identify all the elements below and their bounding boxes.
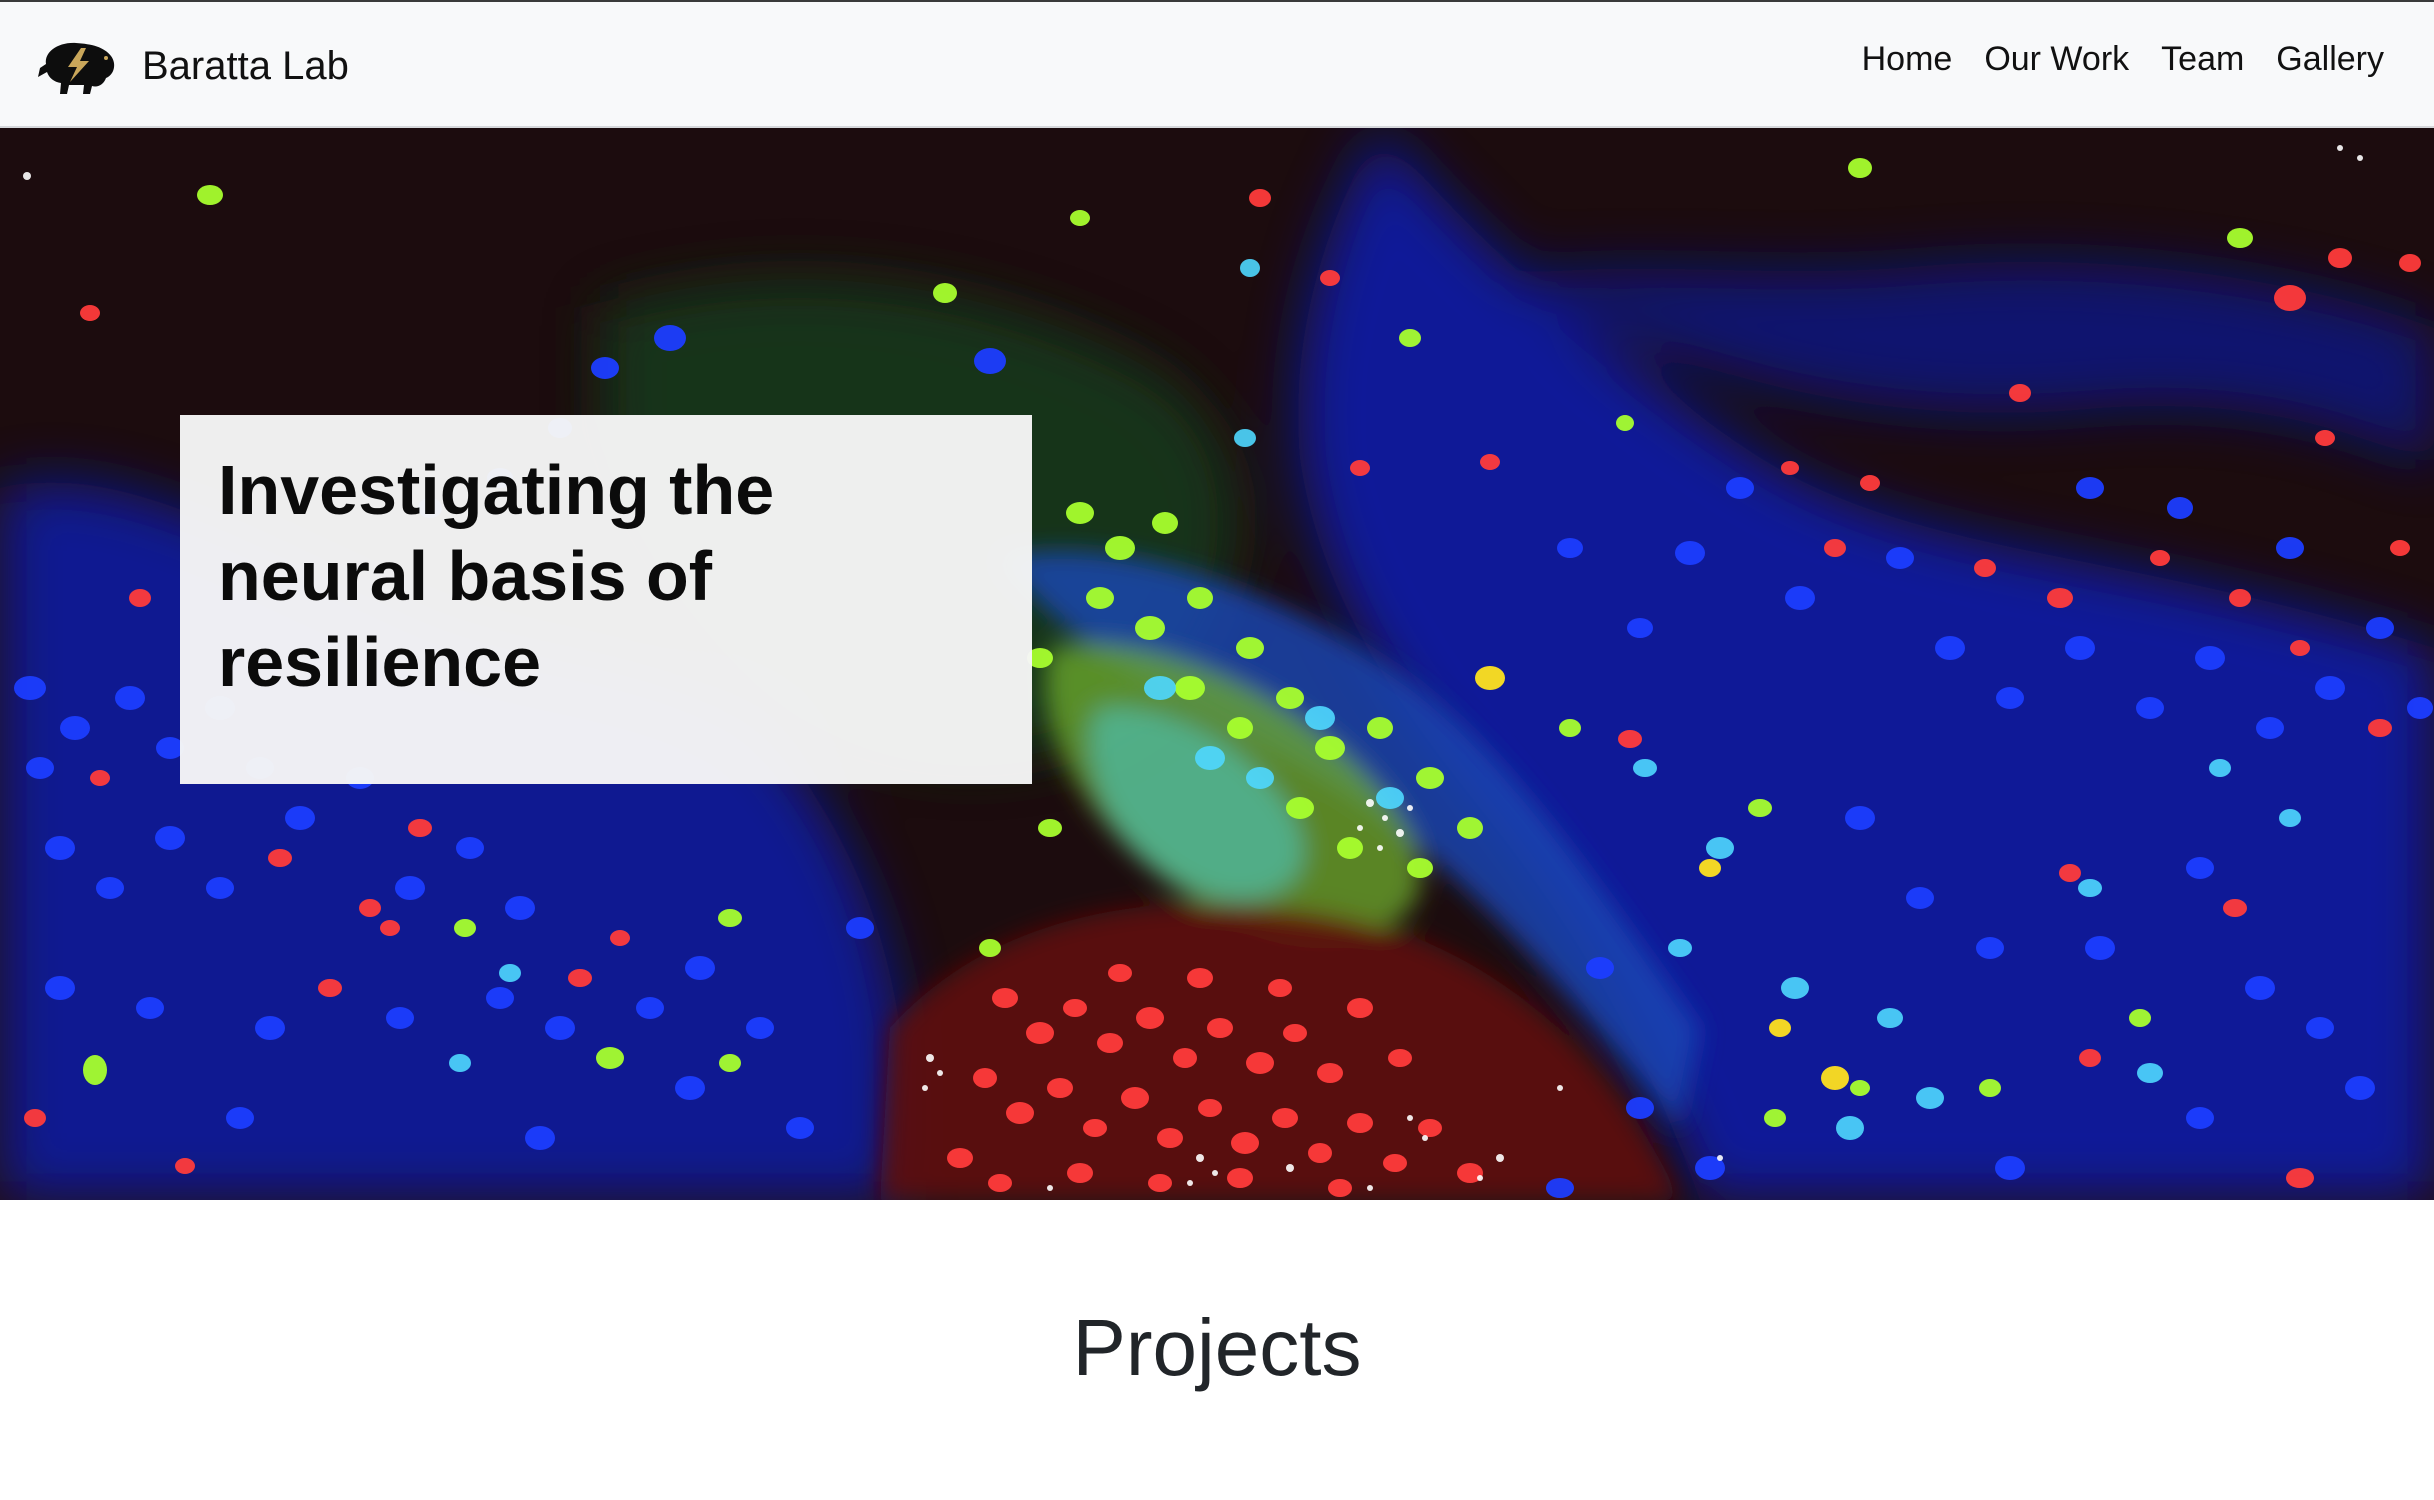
hero-background-image (0, 128, 2434, 1200)
hero-caption-card: Investigating the neural basis of resili… (180, 415, 1032, 784)
hero-title: Investigating the neural basis of resili… (218, 451, 775, 701)
nav-link-our-work[interactable]: Our Work (1984, 40, 2130, 78)
fluorescent-cells (14, 145, 2433, 1198)
nav-link-team[interactable]: Team (2161, 40, 2245, 78)
navbar-brand[interactable]: Baratta Lab (34, 32, 349, 100)
projects-heading: Projects (1072, 1303, 1362, 1392)
brand-name: Baratta Lab (142, 43, 349, 88)
buffalo-logo-icon (38, 42, 115, 94)
nav-link-home[interactable]: Home (1861, 40, 1953, 78)
nav-link-gallery[interactable]: Gallery (2276, 40, 2384, 78)
hero-section: Investigating the neural basis of resili… (0, 128, 2434, 1200)
top-navbar: Baratta Lab Home Our Work Team Gallery (0, 0, 2434, 128)
nav-links: Home Our Work Team Gallery (1830, 40, 2384, 79)
